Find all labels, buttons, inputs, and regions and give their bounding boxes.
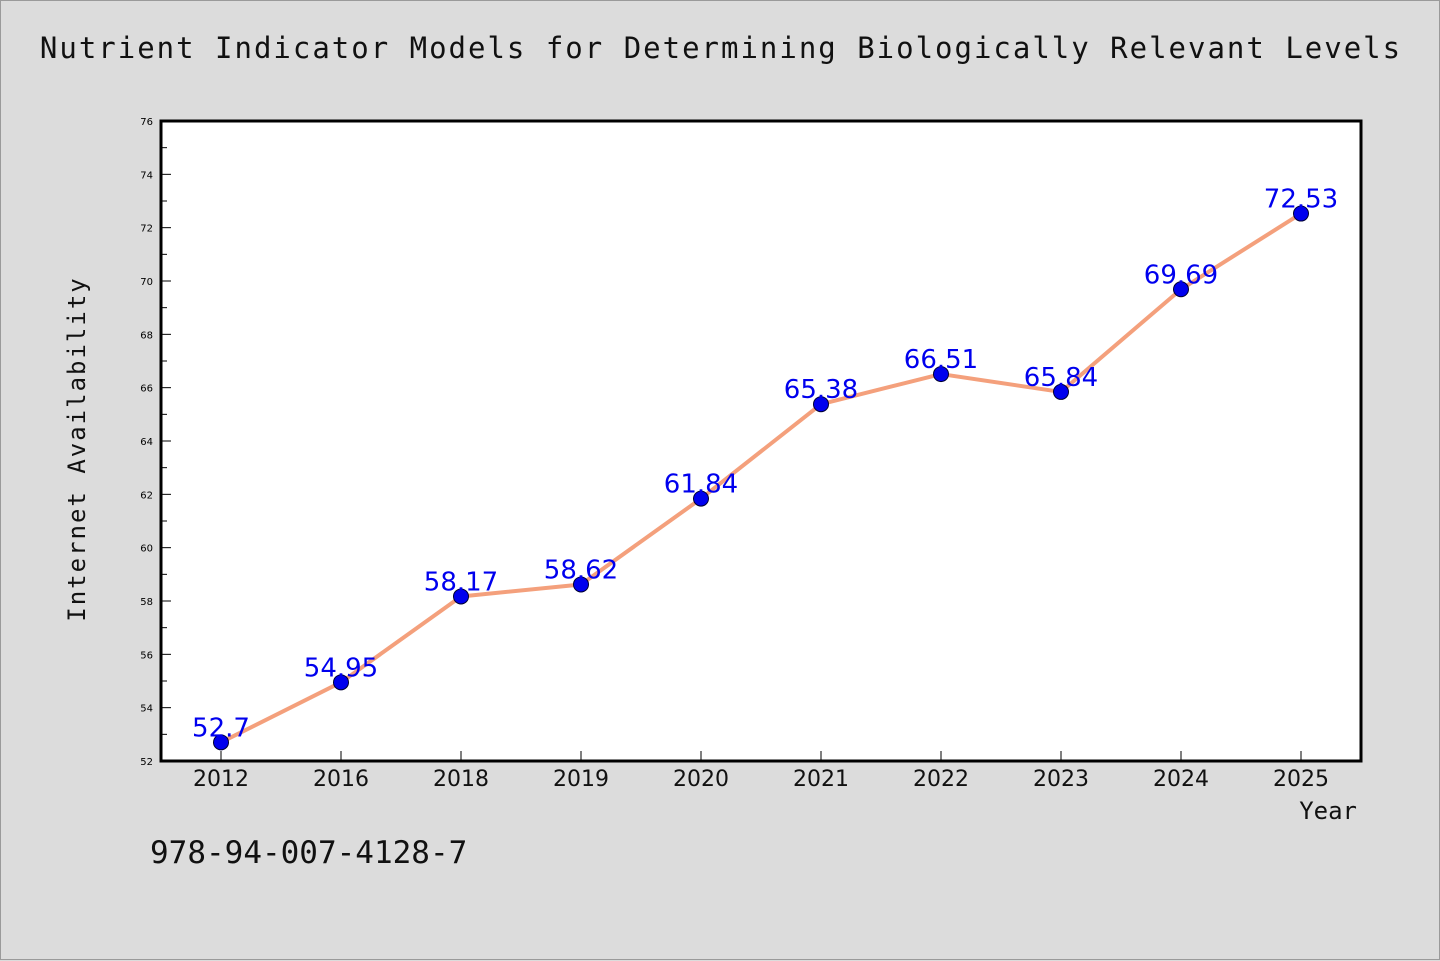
data-point	[573, 576, 589, 593]
y-tick-label: 54	[140, 704, 153, 715]
y-tick-label: 74	[140, 170, 153, 181]
y-tick-label: 66	[140, 384, 153, 395]
data-label: 69.69	[1144, 260, 1218, 290]
y-tick-label: 62	[140, 490, 153, 501]
x-tick-label: 2020	[673, 767, 729, 792]
x-axis-label: Year	[1299, 797, 1357, 825]
y-tick-label: 76	[140, 117, 153, 128]
data-label: 58.62	[544, 555, 618, 585]
y-tick-label: 56	[140, 650, 153, 661]
data-point	[1173, 281, 1189, 298]
data-point	[1293, 205, 1309, 222]
chart-title: Nutrient Indicator Models for Determinin…	[39, 31, 1403, 65]
data-point	[213, 734, 229, 751]
series-line	[219, 211, 1303, 745]
data-point	[813, 396, 829, 413]
isbn-footnote: 978-94-007-4128-7	[150, 835, 468, 871]
data-point	[693, 490, 709, 507]
y-tick-label: 64	[140, 437, 153, 448]
x-tick-label: 2019	[553, 767, 609, 792]
x-tick-label: 2018	[433, 767, 489, 792]
data-label: 72.53	[1264, 185, 1338, 215]
x-tick-label: 2022	[913, 767, 969, 792]
data-point	[933, 366, 949, 383]
y-tick-label: 68	[140, 330, 153, 341]
data-label: 58.17	[424, 567, 498, 597]
data-point	[453, 588, 469, 605]
x-tick-label: 2024	[1153, 767, 1209, 792]
data-point	[333, 674, 349, 691]
y-tick-label: 58	[140, 597, 153, 608]
y-tick-label: 70	[140, 277, 153, 288]
y-tick-label: 72	[140, 224, 153, 235]
x-tick-label: 2012	[193, 767, 249, 792]
plot-area	[159, 119, 1363, 763]
y-tick-label: 52	[140, 757, 153, 768]
data-label: 54.95	[304, 653, 378, 683]
x-tick-label: 2016	[313, 767, 369, 792]
data-label: 66.51	[904, 345, 978, 375]
x-tick-label: 2021	[793, 767, 849, 792]
x-tick-label: 2025	[1273, 767, 1329, 792]
x-tick-label: 2023	[1033, 767, 1089, 792]
data-label: 52.7	[192, 713, 250, 743]
y-tick-label: 60	[140, 544, 153, 555]
data-label: 65.84	[1024, 363, 1098, 393]
data-label: 61.84	[664, 470, 738, 500]
data-label: 65.38	[784, 375, 858, 405]
data-point	[1053, 383, 1069, 400]
